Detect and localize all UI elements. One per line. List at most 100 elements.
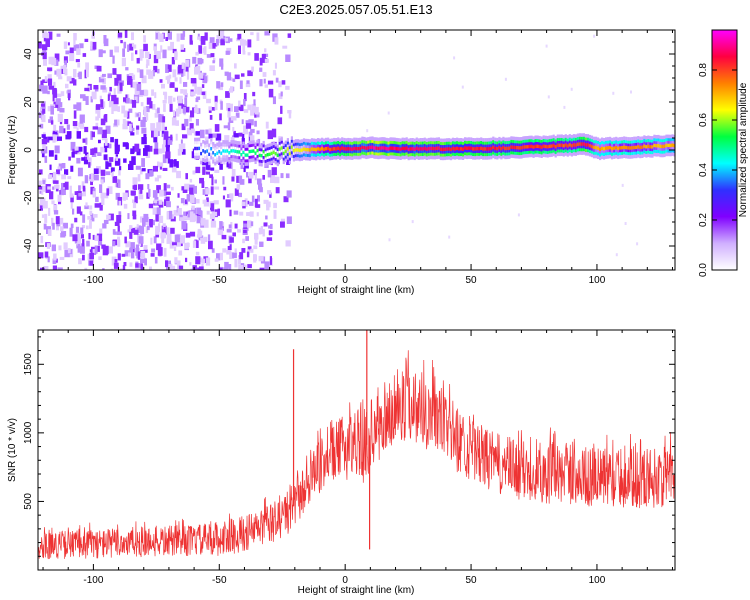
- spectrogram-noise-cell: [273, 202, 277, 209]
- spectrogram-noise-cell: [221, 63, 224, 70]
- spectrogram-noise-cell: [250, 32, 254, 36]
- spectrogram-noise-cell: [189, 184, 195, 191]
- spectrogram-signal-cell: [671, 143, 674, 147]
- spectrogram-noise-cell: [270, 174, 275, 183]
- spectrogram-noise-cell: [563, 105, 566, 109]
- spectrogram-noise-cell: [50, 120, 54, 125]
- spectrogram-noise-cell: [196, 65, 201, 73]
- spectrogram-noise: [38, 30, 639, 270]
- spectrogram-noise-cell: [38, 112, 42, 119]
- y-tick-label: 1500: [23, 353, 34, 376]
- spectrogram-noise-cell: [448, 235, 451, 239]
- spectrogram-noise-cell: [98, 139, 101, 144]
- spectrogram-noise-cell: [173, 163, 177, 167]
- spectrogram-noise-cell: [130, 227, 136, 233]
- spectrogram-noise-cell: [143, 134, 147, 142]
- spectrogram-noise-cell: [153, 199, 159, 203]
- spectrogram-noise-cell: [130, 225, 133, 229]
- spectrogram-noise-cell: [259, 79, 263, 87]
- spectrogram-noise-cell: [125, 241, 131, 248]
- spectrogram-noise-cell: [104, 144, 108, 153]
- spectrogram-noise-cell: [222, 176, 225, 185]
- spectrogram-noise-cell: [216, 253, 221, 261]
- spectrogram-noise-cell: [97, 127, 103, 135]
- spectrogram-noise-cell: [176, 170, 181, 179]
- spectrogram-noise-cell: [38, 186, 43, 190]
- spectrogram-noise-cell: [148, 188, 151, 197]
- spectrogram-noise-cell: [136, 58, 140, 64]
- spectrogram-noise-cell: [163, 227, 166, 236]
- spectrogram-noise-cell: [76, 49, 80, 55]
- spectrogram-noise-cell: [193, 185, 197, 194]
- y-tick-label: -20: [23, 190, 34, 205]
- spectrogram-signal-cell: [234, 149, 237, 153]
- spectrogram-noise-cell: [239, 107, 244, 112]
- spectrogram-noise-cell: [143, 43, 148, 52]
- spectrogram-noise-cell: [184, 93, 188, 98]
- spectrogram-noise-cell: [142, 117, 147, 122]
- spectrogram-noise-cell: [130, 99, 133, 104]
- spectrogram-noise-cell: [146, 192, 150, 199]
- spectrogram-noise-cell: [89, 205, 93, 210]
- spectrogram-noise-cell: [216, 39, 219, 46]
- spectrogram-noise-cell: [210, 220, 217, 228]
- spectrogram-noise-cell: [190, 194, 195, 204]
- spectrogram-noise-cell: [129, 262, 133, 267]
- spectrogram-noise-cell: [167, 46, 172, 51]
- spectrogram-signal-cell: [460, 147, 463, 151]
- spectrogram-noise-cell: [47, 229, 52, 236]
- spectrogram-noise-cell: [180, 104, 185, 109]
- spectrogram-noise-cell: [166, 184, 171, 189]
- y-tick-label: 0: [23, 147, 34, 153]
- spectrogram-noise-cell: [67, 176, 72, 180]
- spectrogram-noise-cell: [136, 125, 140, 130]
- spectrogram-noise-cell: [63, 56, 68, 63]
- spectrogram-noise-cell: [73, 40, 76, 46]
- spectrogram-noise-cell: [124, 236, 127, 244]
- spectrogram-noise-cell: [96, 65, 102, 72]
- spectrogram-noise-cell: [232, 127, 235, 132]
- spectrogram-noise-cell: [220, 30, 224, 39]
- spectrogram-noise-cell: [100, 99, 104, 108]
- spectrogram-noise-cell: [184, 97, 188, 106]
- spectrogram-noise-cell: [281, 80, 286, 85]
- spectrogram-noise-cell: [46, 243, 50, 249]
- spectrogram-noise-cell: [182, 189, 188, 193]
- spectrogram-noise-cell: [98, 77, 105, 83]
- spectrogram-signal-cell: [278, 147, 281, 151]
- spectrogram-noise-cell: [165, 196, 170, 202]
- spectrogram-signal-cell: [385, 147, 388, 151]
- spectrogram-noise-cell: [225, 50, 230, 55]
- spectrogram-noise-cell: [61, 182, 64, 190]
- spectrogram-noise-cell: [170, 134, 173, 141]
- spectrogram-signal-cell: [339, 147, 342, 151]
- spectrogram-signal-cell: [486, 147, 489, 151]
- spectrogram-noise-cell: [78, 71, 82, 80]
- spectrogram-noise-cell: [135, 50, 138, 55]
- spectrogram-noise-cell: [183, 89, 188, 96]
- spectrogram-signal-cell: [204, 150, 207, 154]
- spectrogram-noise-cell: [263, 78, 266, 84]
- spectrogram-noise-cell: [274, 62, 277, 69]
- spectrogram-noise-cell: [195, 166, 201, 174]
- spectrogram-signal-cell: [264, 154, 267, 158]
- spectrogram-signal-cell: [202, 149, 205, 153]
- spectrogram-noise-cell: [56, 93, 62, 97]
- spectrogram-noise-cell: [112, 176, 118, 183]
- spectrogram-noise-cell: [82, 254, 85, 261]
- spectrogram-noise-cell: [201, 91, 206, 96]
- spectrogram-signal-cell: [321, 146, 324, 151]
- spectrogram-noise-cell: [231, 176, 235, 182]
- spectrogram-noise-cell: [229, 237, 234, 243]
- spectrogram-signal-cell: [325, 147, 328, 151]
- spectrogram-signal-cell: [238, 150, 241, 154]
- spectrogram-signal-cell: [397, 147, 400, 151]
- spectrogram-noise-cell: [70, 223, 74, 229]
- spectrogram-noise-cell: [127, 77, 132, 85]
- spectrogram-signal-cell: [254, 151, 257, 155]
- spectrogram-noise-cell: [52, 265, 57, 270]
- spectrogram-noise-cell: [174, 234, 180, 243]
- spectrogram-noise-cell: [139, 169, 143, 175]
- spectrogram-noise-cell: [76, 206, 81, 214]
- spectrogram-noise-cell: [86, 225, 89, 230]
